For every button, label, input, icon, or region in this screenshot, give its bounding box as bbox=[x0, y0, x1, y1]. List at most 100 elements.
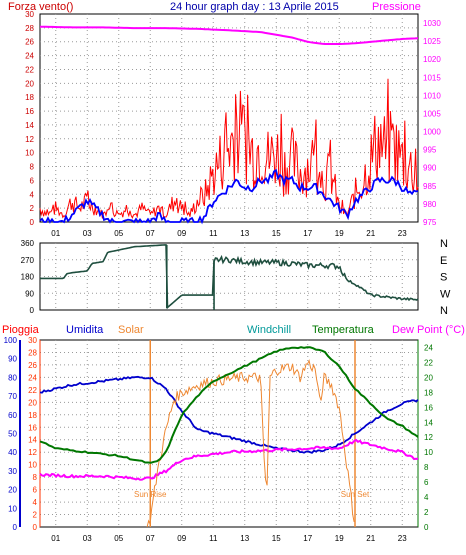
pressure-y-tick: 980 bbox=[423, 200, 437, 209]
x-tick-label: 15 bbox=[272, 229, 281, 238]
x-tick-label: 19 bbox=[335, 229, 344, 238]
pressure-y-tick: 995 bbox=[423, 146, 437, 155]
wind-y-tick: 18 bbox=[25, 93, 34, 102]
temp-y-tick: 16 bbox=[424, 403, 433, 412]
wind-y-tick: 26 bbox=[25, 38, 34, 47]
rain-y-tick: 30 bbox=[28, 336, 37, 345]
wind-y-tick: 28 bbox=[25, 24, 34, 33]
temperature-line bbox=[39, 346, 419, 464]
rain-y-tick: 2 bbox=[33, 511, 38, 520]
rain-y-tick: 16 bbox=[28, 423, 37, 432]
rain-y-tick: 22 bbox=[28, 386, 37, 395]
temp-y-tick: 24 bbox=[424, 343, 433, 352]
wind-direction-line bbox=[40, 244, 419, 310]
humidity-y-tick: 50 bbox=[8, 430, 17, 439]
humidity-y-tick: 100 bbox=[4, 336, 18, 345]
sunrise-label: Sun Rise bbox=[134, 490, 167, 499]
humidity-y-tick: 0 bbox=[13, 523, 18, 532]
x-tick-label: 15 bbox=[272, 534, 281, 543]
x-tick-label: 17 bbox=[303, 229, 312, 238]
rain-y-tick: 12 bbox=[28, 448, 37, 457]
humidity-y-tick: 30 bbox=[8, 467, 17, 476]
pressure-y-tick: 990 bbox=[423, 164, 437, 173]
compass-label: W bbox=[440, 288, 451, 300]
humidity-y-tick: 80 bbox=[8, 373, 17, 382]
direction-y-tick: 0 bbox=[30, 306, 35, 315]
humidity-label: Umidita bbox=[66, 324, 104, 336]
x-tick-label: 23 bbox=[398, 534, 407, 543]
humidity-y-tick: 40 bbox=[8, 448, 17, 457]
wind-y-tick: 22 bbox=[25, 65, 34, 74]
chart-title: 24 hour graph day : 13 Aprile 2015 bbox=[170, 1, 339, 13]
temp-y-tick: 6 bbox=[424, 478, 429, 487]
wind-y-tick: 14 bbox=[25, 121, 34, 130]
rain-y-tick: 18 bbox=[28, 411, 37, 420]
x-tick-label: 11 bbox=[209, 534, 218, 543]
rain-y-tick: 28 bbox=[28, 348, 37, 357]
rain-y-tick: 10 bbox=[28, 461, 37, 470]
temp-y-tick: 0 bbox=[424, 523, 429, 532]
rain-y-tick: 8 bbox=[33, 473, 38, 482]
wind-y-tick: 8 bbox=[30, 163, 35, 172]
wind-y-tick: 10 bbox=[25, 149, 34, 158]
direction-y-tick: 360 bbox=[21, 239, 35, 248]
x-tick-label: 07 bbox=[146, 534, 155, 543]
humidity-y-tick: 90 bbox=[8, 355, 17, 364]
x-tick-label: 23 bbox=[398, 229, 407, 238]
dewpoint-label: Dew Point (°C) bbox=[392, 324, 465, 336]
pressure-y-tick: 985 bbox=[423, 182, 437, 191]
wind-y-tick: 2 bbox=[30, 204, 35, 213]
sunset-label: Sun Set bbox=[341, 490, 370, 499]
temp-y-tick: 20 bbox=[424, 373, 433, 382]
x-tick-label: 13 bbox=[240, 534, 249, 543]
humidity-y-tick: 70 bbox=[8, 392, 17, 401]
x-tick-label: 09 bbox=[177, 229, 186, 238]
wind-panel: 0246810121416182022242628309759809859909… bbox=[25, 10, 441, 238]
pressure-line bbox=[40, 25, 419, 45]
x-tick-label: 01 bbox=[51, 534, 60, 543]
wind-y-tick: 12 bbox=[25, 135, 34, 144]
compass-label: S bbox=[440, 272, 447, 284]
humidity-line bbox=[39, 375, 419, 454]
temperature-panel: 0102030405060708090100024681012141618202… bbox=[4, 336, 434, 543]
rain-label: Pioggia bbox=[2, 324, 40, 336]
rain-y-tick: 6 bbox=[33, 486, 38, 495]
rain-y-tick: 4 bbox=[33, 498, 38, 507]
temp-y-tick: 10 bbox=[424, 448, 433, 457]
humidity-y-tick: 20 bbox=[8, 486, 17, 495]
pressure-y-tick: 975 bbox=[423, 218, 437, 227]
direction-y-tick: 90 bbox=[25, 289, 34, 298]
x-tick-label: 13 bbox=[240, 229, 249, 238]
x-tick-label: 21 bbox=[366, 534, 375, 543]
x-tick-label: 05 bbox=[114, 534, 123, 543]
direction-y-tick: 270 bbox=[21, 256, 35, 265]
rain-y-tick: 24 bbox=[28, 373, 37, 382]
rain-y-tick: 14 bbox=[28, 436, 37, 445]
temp-y-tick: 4 bbox=[424, 493, 429, 502]
wind-y-tick: 0 bbox=[30, 218, 35, 227]
wind-ylabel: Forza vento() bbox=[8, 1, 73, 13]
rain-y-tick: 0 bbox=[33, 523, 38, 532]
temp-y-tick: 8 bbox=[424, 463, 429, 472]
wind-y-tick: 16 bbox=[25, 107, 34, 116]
x-tick-label: 03 bbox=[83, 534, 92, 543]
compass-label: N bbox=[440, 238, 448, 250]
solar-line bbox=[146, 358, 355, 528]
x-tick-label: 21 bbox=[366, 229, 375, 238]
direction-y-tick: 180 bbox=[21, 273, 35, 282]
pressure-y-tick: 1010 bbox=[423, 91, 441, 100]
x-tick-label: 17 bbox=[303, 534, 312, 543]
pressure-y-tick: 1015 bbox=[423, 73, 441, 82]
pressure-ylabel: Pressione bbox=[372, 1, 421, 13]
pressure-y-tick: 1020 bbox=[423, 55, 441, 64]
wind-y-tick: 30 bbox=[25, 10, 34, 19]
humidity-y-tick: 60 bbox=[8, 411, 17, 420]
dewpoint-line bbox=[39, 438, 419, 481]
wind-gust-line bbox=[39, 168, 419, 225]
x-tick-label: 19 bbox=[335, 534, 344, 543]
temp-y-tick: 12 bbox=[424, 433, 433, 442]
windchill-label: Windchill bbox=[247, 324, 291, 336]
temp-y-tick: 2 bbox=[424, 508, 429, 517]
